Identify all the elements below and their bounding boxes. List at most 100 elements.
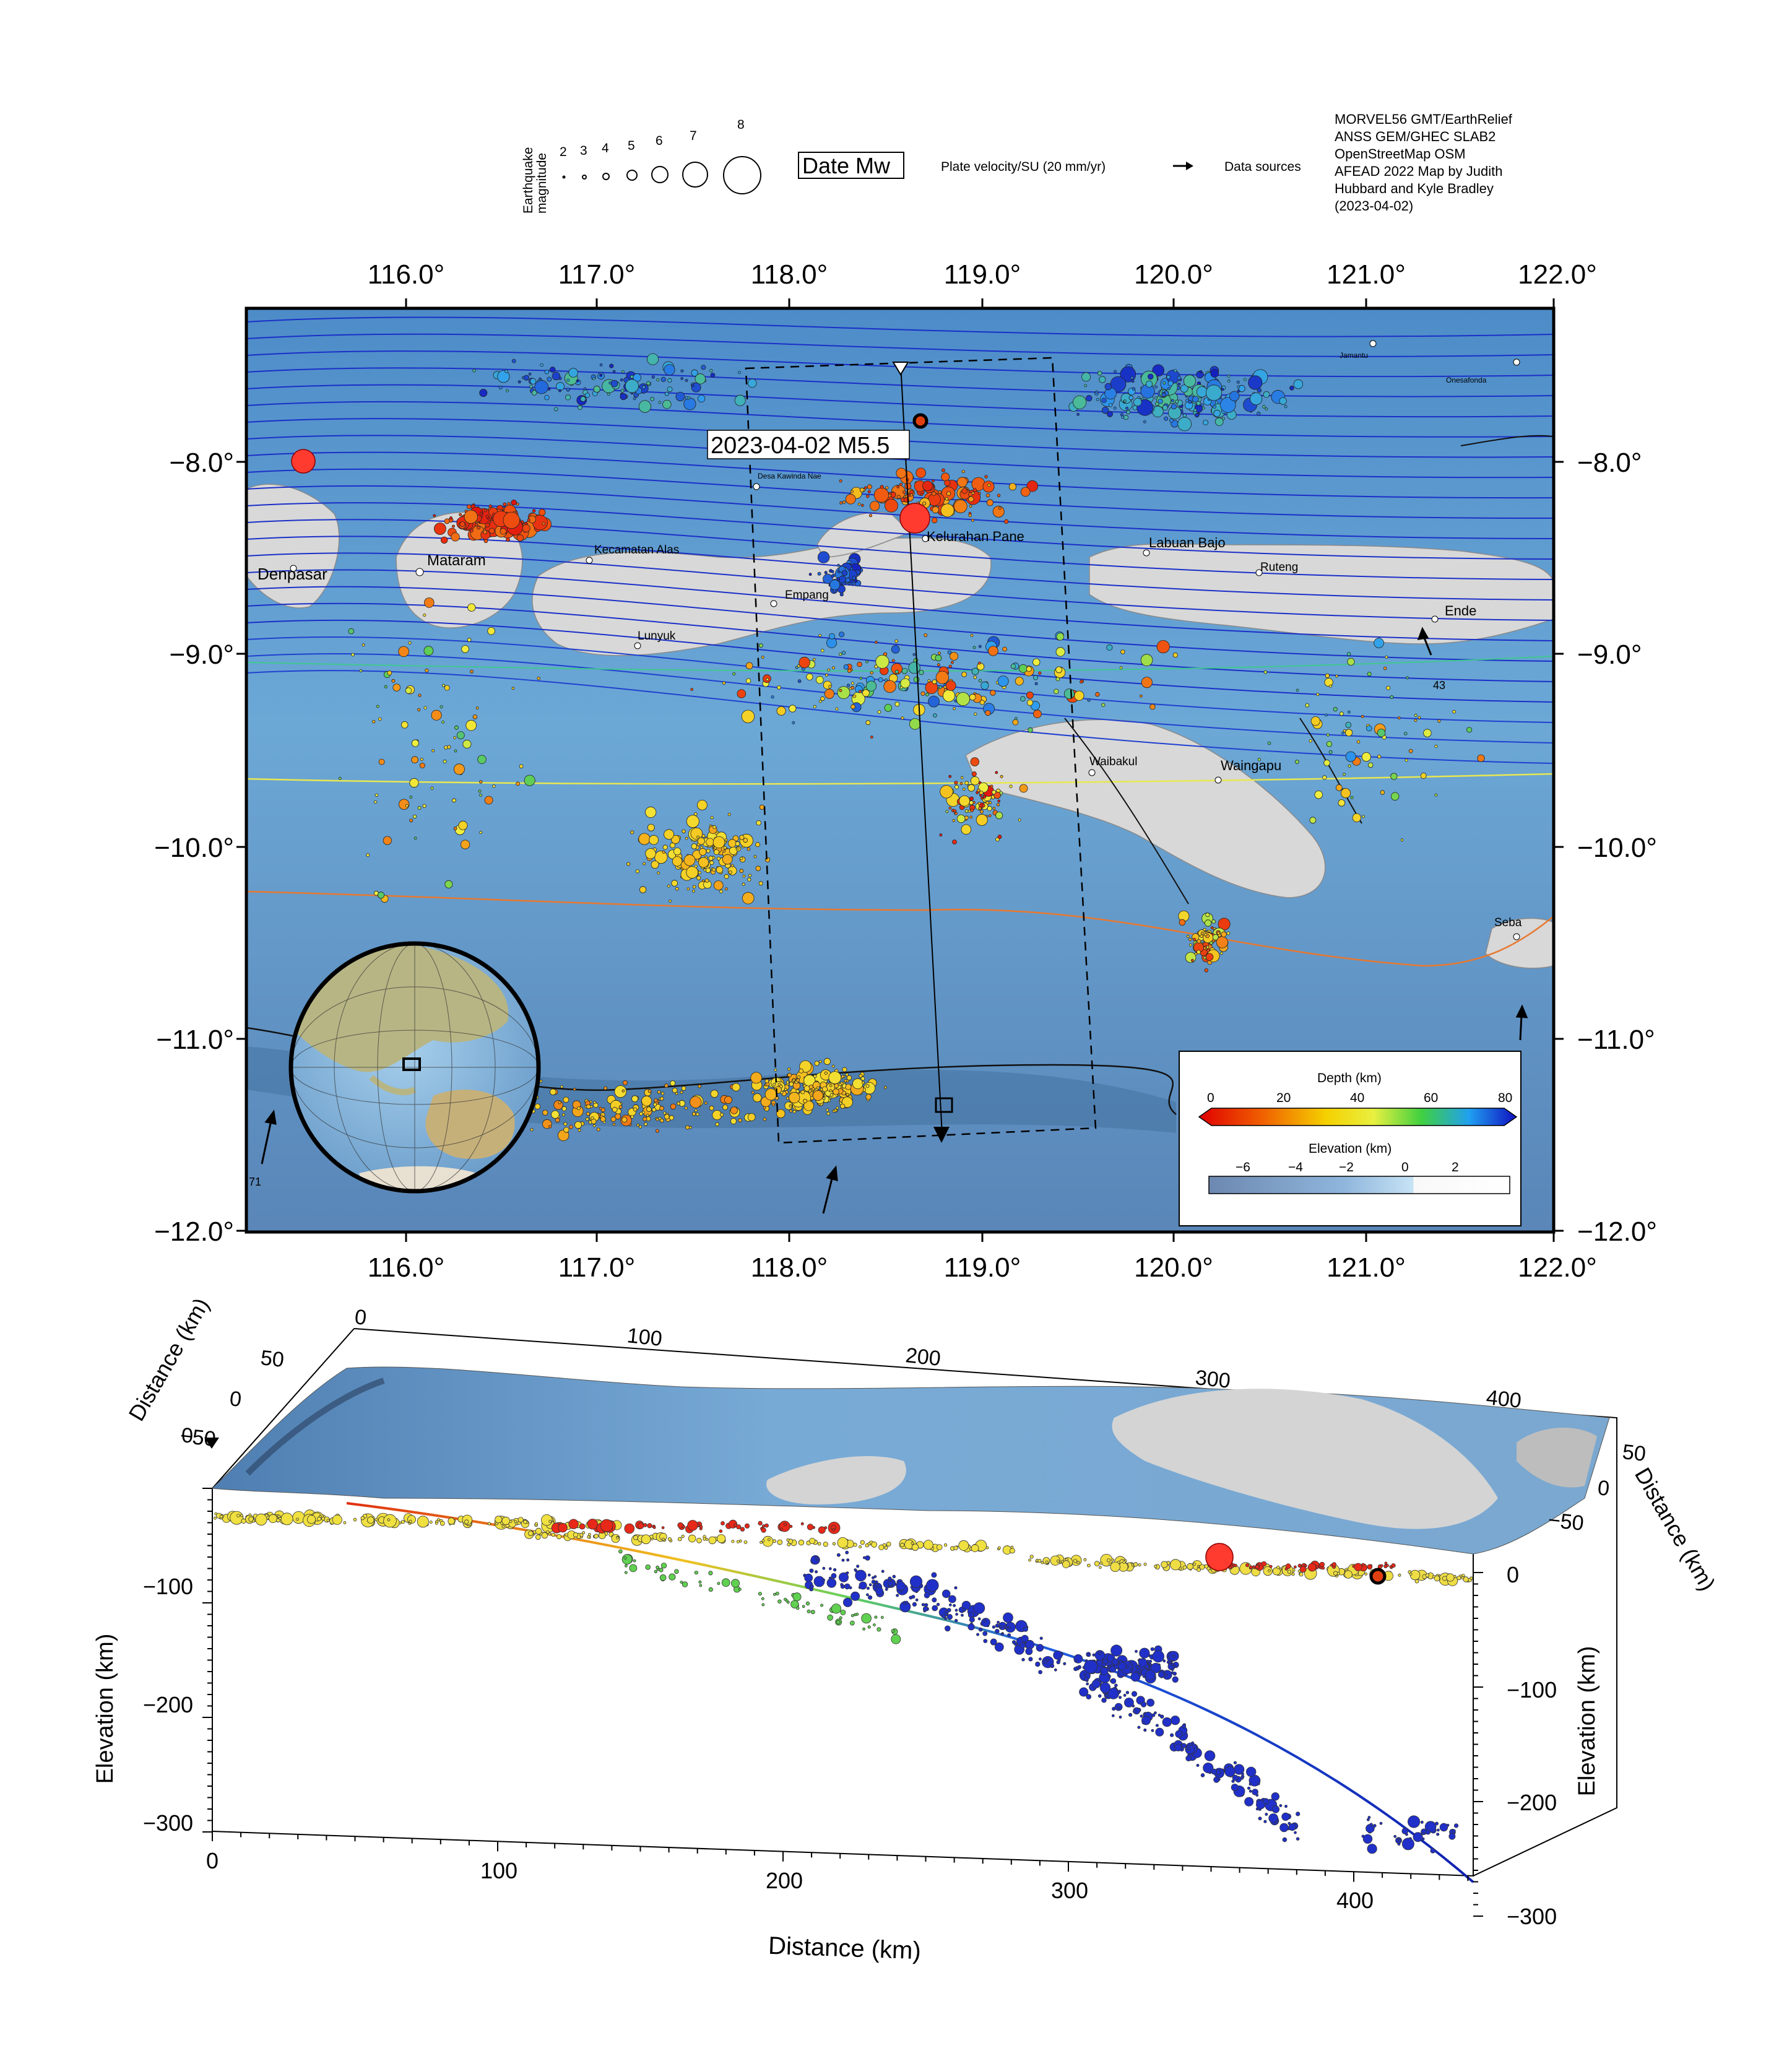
earthquake-dot bbox=[652, 1107, 657, 1113]
earthquake-dot bbox=[544, 370, 549, 375]
earthquake-dot bbox=[540, 363, 543, 367]
earthquake-dot bbox=[976, 788, 980, 792]
left-side-dist-m50: −50 bbox=[179, 1424, 217, 1451]
earthquake-dot bbox=[583, 387, 587, 391]
globe-australia bbox=[425, 1090, 515, 1159]
section-earthquake-dot bbox=[867, 1542, 871, 1545]
earthquake-dot bbox=[622, 1080, 628, 1085]
section-earthquake-dot bbox=[680, 1581, 683, 1584]
section-earthquake-dot bbox=[820, 1603, 824, 1607]
earthquake-dot bbox=[836, 1106, 839, 1109]
earthquake-dot bbox=[755, 842, 761, 848]
earthquake-dot bbox=[818, 634, 821, 637]
earthquake-dot bbox=[1386, 685, 1391, 690]
earthquake-dot bbox=[683, 397, 696, 410]
earthquake-dot bbox=[1096, 397, 1099, 401]
section-earthquake-dot bbox=[306, 1515, 316, 1524]
event-label: 2023-04-02 M5.5 bbox=[711, 433, 890, 459]
earthquake-dot bbox=[1120, 413, 1124, 417]
earthquake-dot bbox=[820, 696, 825, 701]
section-earthquake-dot bbox=[1003, 1612, 1013, 1623]
earthquake-dot bbox=[891, 645, 900, 654]
section-earthquake-dot bbox=[1287, 1569, 1292, 1574]
earthquake-dot bbox=[969, 693, 976, 701]
section-earthquake-dot bbox=[875, 1587, 883, 1595]
earthquake-dot bbox=[485, 514, 489, 518]
section-earthquake-dot bbox=[777, 1599, 782, 1603]
earthquake-dot bbox=[1213, 409, 1221, 417]
section-earthquake-dot bbox=[1461, 1576, 1465, 1580]
earthquake-dot bbox=[771, 695, 774, 699]
earthquake-dot bbox=[479, 793, 482, 797]
section-earthquake-dot bbox=[998, 1546, 1001, 1550]
slab-contour-deep bbox=[246, 569, 1554, 641]
terrain-volcano-3d bbox=[1517, 1428, 1597, 1488]
earthquake-dot bbox=[789, 1104, 792, 1108]
section-earthquake-dot bbox=[777, 1539, 783, 1545]
earthquake-dot bbox=[734, 394, 746, 406]
section-earthquake-dot bbox=[758, 1521, 763, 1525]
earthquake-dot bbox=[1213, 405, 1216, 409]
earthquake-dot bbox=[1126, 410, 1131, 415]
earthquake-dot bbox=[573, 1088, 576, 1091]
earthquake-dot bbox=[982, 795, 987, 799]
earthquake-dot bbox=[511, 358, 516, 363]
section-earthquake-dot bbox=[1211, 1768, 1218, 1775]
earthquake-dot bbox=[1131, 380, 1135, 383]
section-earthquake-dot bbox=[1161, 1561, 1168, 1568]
earthquake-dot bbox=[1203, 956, 1206, 960]
section-earthquake-dot bbox=[1185, 1755, 1192, 1762]
lat-left-12: −12.0° bbox=[154, 1217, 234, 1247]
earthquake-dot bbox=[561, 1113, 565, 1117]
earthquake-dot bbox=[544, 395, 550, 401]
section-earthquake-dot bbox=[1083, 1677, 1089, 1681]
earthquake-dot bbox=[1087, 698, 1091, 702]
earthquake-dot bbox=[1192, 396, 1199, 403]
section-earthquake-dot bbox=[1193, 1563, 1196, 1566]
section-earthquake-dot bbox=[911, 1595, 915, 1599]
earthquake-dot bbox=[938, 651, 941, 655]
earthquake-dot bbox=[852, 1078, 864, 1090]
earthquake-dot bbox=[433, 514, 436, 518]
section-earthquake-dot bbox=[840, 1609, 846, 1615]
right-side-dist-m50: −50 bbox=[1547, 1508, 1585, 1535]
earthquake-dot bbox=[972, 646, 976, 649]
earthquake-dot bbox=[1345, 722, 1352, 728]
earthquake-dot bbox=[439, 705, 443, 709]
earthquake-dot bbox=[576, 379, 579, 383]
earthquake-dot bbox=[1477, 754, 1485, 762]
earthquake-dot bbox=[857, 502, 861, 506]
earthquake-dot bbox=[539, 508, 546, 516]
earthquake-dot bbox=[636, 1123, 639, 1127]
section-earthquake-dot bbox=[1143, 1563, 1147, 1566]
earthquake-dot bbox=[795, 1078, 800, 1083]
earthquake-dot bbox=[836, 577, 841, 581]
earthquake-dot bbox=[1073, 395, 1087, 409]
earthquake-dot bbox=[558, 389, 561, 393]
section-earthquake-dot bbox=[807, 1609, 811, 1613]
terrain-sumbawa-3d bbox=[1112, 1389, 1498, 1529]
section-earthquake-dot bbox=[343, 1521, 347, 1524]
section-earthquake-dot bbox=[839, 1572, 849, 1582]
section-earthquake-dot bbox=[669, 1573, 676, 1581]
section-earthquake-dot bbox=[495, 1516, 503, 1524]
section-earthquake-dot bbox=[1436, 1833, 1440, 1836]
earthquake-dot bbox=[985, 493, 990, 498]
section-earthquake-dot bbox=[1261, 1561, 1267, 1567]
section-earthquake-dot bbox=[1182, 1724, 1187, 1729]
right-side-dist-50: 50 bbox=[1621, 1440, 1647, 1466]
earthquake-dot bbox=[823, 1057, 831, 1065]
earthquake-dot bbox=[875, 654, 890, 669]
earthquake-dot bbox=[808, 1085, 813, 1090]
earthquake-dot bbox=[932, 679, 937, 685]
earthquake-dot bbox=[978, 661, 981, 665]
earthquake-dot bbox=[565, 394, 571, 401]
section-earthquake-dot bbox=[268, 1514, 277, 1523]
earthquake-dot bbox=[1008, 483, 1017, 491]
earthquake-dot bbox=[819, 1060, 822, 1064]
mag-circle-8 bbox=[723, 156, 761, 194]
section-earthquake-dot bbox=[1132, 1709, 1136, 1714]
earthquake-dot bbox=[1221, 931, 1227, 937]
earthquake-dot bbox=[978, 806, 982, 810]
earthquake-dot bbox=[945, 497, 949, 501]
